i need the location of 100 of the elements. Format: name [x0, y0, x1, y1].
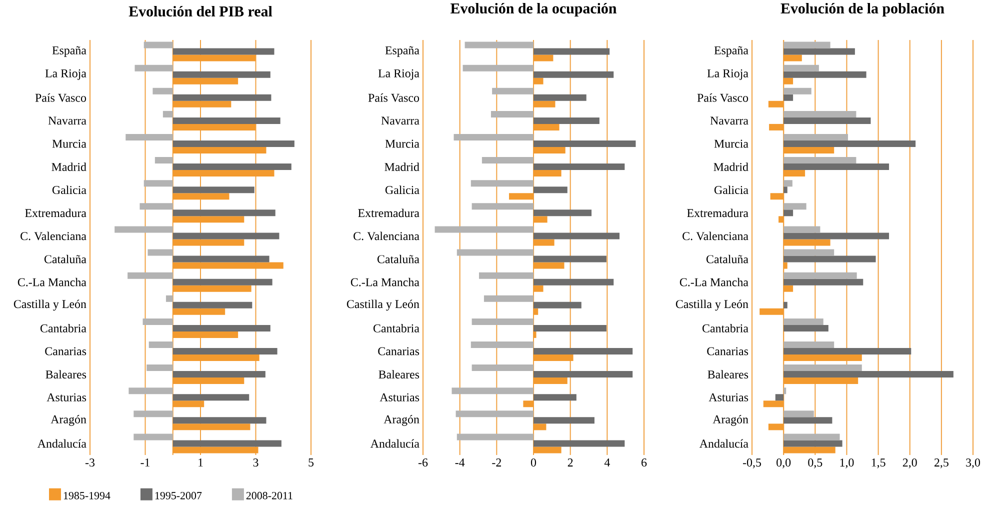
y-tick-label: Extremadura [687, 208, 748, 218]
bar [456, 434, 534, 440]
y-tick-label: Andalucía [370, 439, 420, 448]
x-tick-label: -3 [85, 458, 95, 467]
bar [128, 272, 173, 279]
bar [154, 157, 173, 164]
bar [172, 324, 270, 332]
bar [769, 124, 784, 130]
x-tick-label: -1 [140, 458, 150, 466]
bar [172, 100, 232, 108]
y-tick-label: Murcia [714, 140, 748, 148]
bar [172, 302, 252, 308]
bar [452, 388, 534, 394]
x-tick-label: -0,5 [742, 458, 762, 468]
y-tick-label: La Rioja [378, 69, 420, 80]
bar [784, 140, 916, 148]
bar [534, 48, 610, 55]
bar [172, 440, 282, 447]
bar [128, 388, 173, 394]
bar [134, 434, 173, 440]
bar [784, 117, 871, 124]
y-tick-label: Galicia [714, 186, 748, 194]
x-tick-label: -6 [418, 458, 428, 467]
bar [784, 324, 828, 332]
bar [172, 278, 272, 286]
x-tick-label: 5 [308, 458, 314, 466]
bar [148, 249, 173, 256]
bar [534, 371, 633, 378]
legend-label: 1995-2007 [155, 492, 202, 500]
bar [172, 117, 280, 124]
y-tick-label: Murcia [52, 140, 86, 148]
bar [172, 354, 260, 362]
bar [534, 186, 568, 194]
bar [775, 394, 784, 401]
bar [534, 216, 548, 223]
bar [172, 256, 270, 262]
y-tick-label: Cantabria [373, 324, 420, 332]
bar [172, 417, 266, 424]
y-tick-label: C. Valenciana [682, 232, 748, 240]
bar [784, 440, 842, 447]
bar [534, 117, 600, 124]
y-tick-label: Extremadura [358, 208, 420, 218]
bar [134, 64, 173, 72]
bar [534, 394, 576, 401]
bar [784, 203, 806, 210]
bar [534, 308, 538, 315]
bar [114, 226, 173, 233]
legend-label: 1985-1994 [64, 492, 110, 500]
bar [166, 295, 173, 302]
bar [784, 147, 834, 154]
bar [784, 88, 812, 94]
legend-label: 2008-2011 [246, 492, 292, 500]
bar [172, 78, 238, 84]
y-tick-label: Asturias [380, 393, 420, 402]
y-tick-label: Andalucía [37, 439, 86, 448]
y-tick-label: Murcia [385, 140, 420, 148]
bar [172, 308, 226, 315]
bar [784, 318, 824, 325]
y-tick-label: Canarias [378, 347, 420, 356]
bar [172, 400, 204, 408]
y-tick-label: Cataluña [44, 254, 86, 264]
bar [162, 110, 173, 118]
bar [172, 394, 250, 401]
bar [534, 78, 544, 84]
bar [784, 256, 876, 262]
bar [534, 348, 633, 355]
bar [534, 262, 564, 269]
y-tick-label: La Rioja [45, 69, 86, 80]
bar [784, 262, 788, 269]
y-tick-label: Navarra [381, 116, 420, 125]
x-tick-label: -4 [455, 458, 465, 466]
bar [172, 140, 294, 148]
bar [534, 324, 606, 332]
bar [172, 232, 280, 240]
bar [172, 124, 256, 130]
bar [534, 417, 594, 424]
bar [144, 180, 173, 187]
bar [784, 348, 912, 355]
bar [490, 110, 534, 118]
bar [534, 100, 556, 108]
y-tick-label: Andalucía [699, 439, 748, 448]
y-tick-label: España [714, 46, 748, 57]
y-tick-label: Madrid [52, 162, 86, 172]
chart-title: Evolución del PIB real [128, 6, 272, 17]
bar [534, 256, 606, 262]
bar [464, 42, 534, 48]
y-tick-label: Castilla y León [346, 300, 420, 311]
bar [784, 434, 840, 440]
bar [534, 210, 592, 216]
y-tick-label: Baleares [46, 370, 86, 379]
bar [172, 262, 284, 269]
bar [784, 226, 820, 233]
y-tick-label: Cantabria [702, 324, 748, 332]
bar [534, 285, 544, 292]
bar [534, 147, 566, 154]
bar [470, 180, 534, 187]
bar [534, 71, 614, 78]
bar [784, 232, 890, 240]
y-tick-label: C. Valenciana [20, 232, 86, 240]
bar [484, 295, 534, 302]
